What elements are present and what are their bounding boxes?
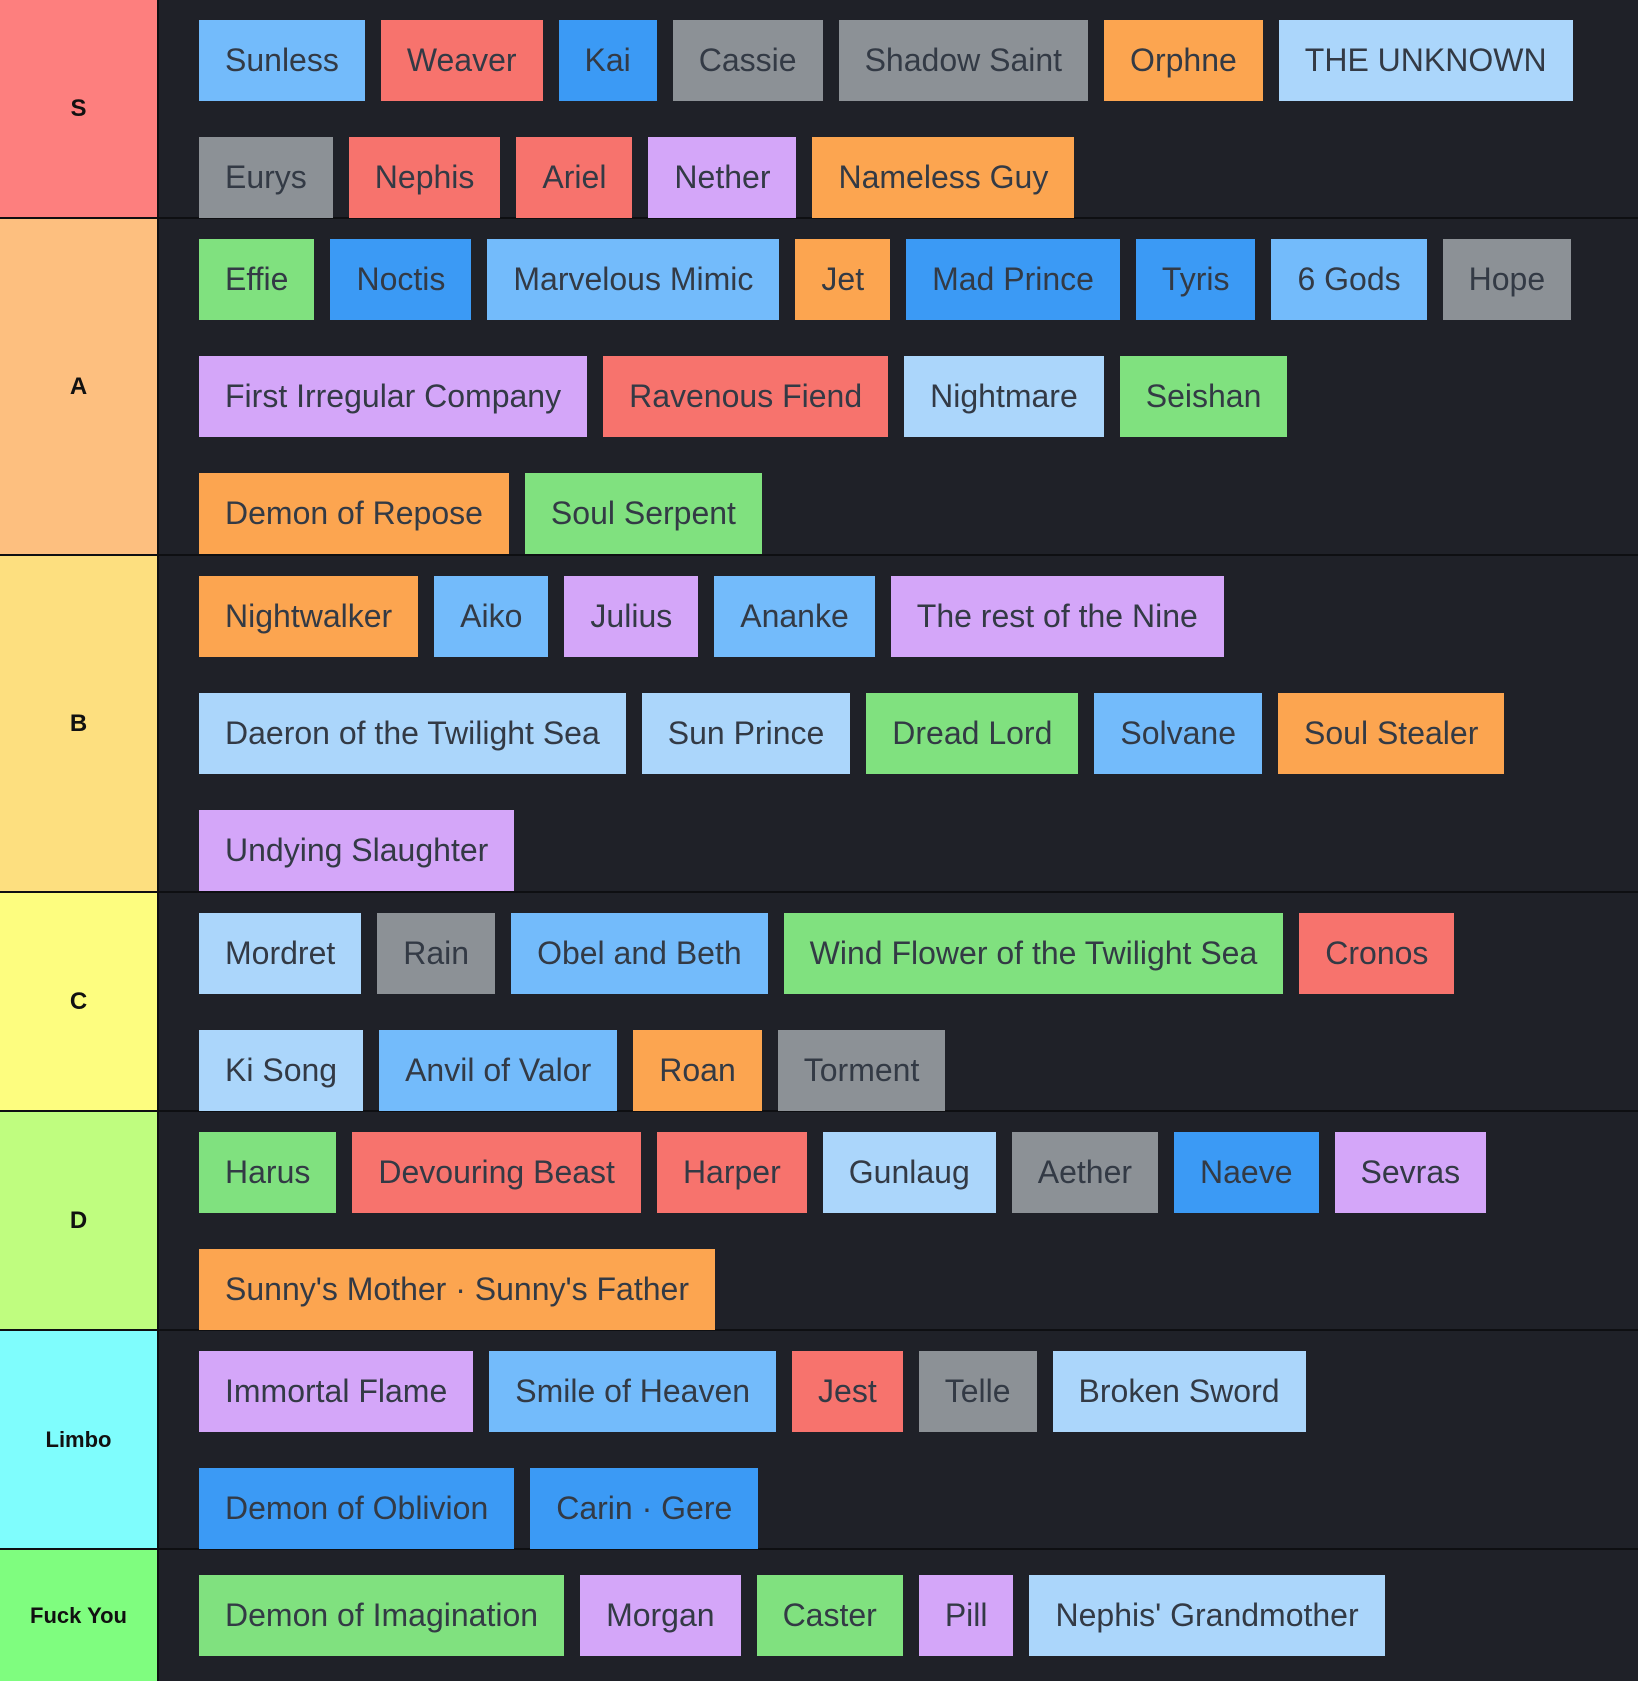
tier-item-demon-of-repose[interactable]: Demon of Repose [199, 473, 509, 554]
tier-item-noctis[interactable]: Noctis [330, 239, 472, 320]
tier-item-first-irregular-company[interactable]: First Irregular Company [199, 356, 588, 437]
tier-item-dread-lord[interactable]: Dread Lord [866, 693, 1079, 774]
tier-item-immortal-flame[interactable]: Immortal Flame [199, 1351, 474, 1432]
tier-item-harper[interactable]: Harper [656, 1132, 807, 1213]
tier-item-soul-stealer[interactable]: Soul Stealer [1278, 693, 1505, 774]
tier-item-kai[interactable]: Kai [558, 20, 657, 101]
tier-item-roan[interactable]: Roan [633, 1030, 762, 1111]
tier-item-hope[interactable]: Hope [1442, 239, 1572, 320]
tier-item-the-unknown[interactable]: THE UNKNOWN [1278, 20, 1573, 101]
tier-label[interactable]: A [0, 219, 159, 554]
tier-row-a: A Effie Noctis Marvelous Mimic Jet Mad Prince… [0, 219, 1638, 556]
tier-item-nameless-guy[interactable]: Nameless Guy [812, 137, 1075, 218]
tier-item-rain[interactable]: Rain [377, 913, 496, 994]
tier-item-broken-sword[interactable]: Broken Sword [1052, 1351, 1306, 1432]
tier-row-s: S Sunless Weaver Kai Cassie Shadow Saint Orphn… [0, 0, 1638, 219]
tier-item-solvane[interactable]: Solvane [1094, 693, 1263, 774]
tier-items-fuck-you: Demon of Imagination Morgan Caster Pill Neph… [159, 1550, 1638, 1681]
tier-item-aether[interactable]: Aether [1011, 1132, 1159, 1213]
tier-item-nether[interactable]: Nether [648, 137, 797, 218]
tier-label[interactable]: C [0, 893, 159, 1110]
tier-row-c: C Mordret Rain Obel and Beth Wind Flower of … [0, 893, 1638, 1112]
tier-item-morgan[interactable]: Morgan [580, 1575, 741, 1656]
tier-item-demon-of-oblivion[interactable]: Demon of Oblivion [199, 1468, 515, 1549]
tier-items-c: Mordret Rain Obel and Beth Wind Flower of t… [159, 893, 1638, 1111]
tier-items-a: Effie Noctis Marvelous Mimic Jet Mad Prince T… [159, 219, 1638, 554]
tier-item-effie[interactable]: Effie [199, 239, 315, 320]
tier-item-nightmare[interactable]: Nightmare [904, 356, 1104, 437]
tier-item-shadow-saint[interactable]: Shadow Saint [838, 20, 1089, 101]
tier-item-nightwalker[interactable]: Nightwalker [199, 576, 419, 657]
tier-items-d: Harus Devouring Beast Harper Gunlaug Aether N… [159, 1112, 1638, 1330]
tier-item-mad-prince[interactable]: Mad Prince [906, 239, 1120, 320]
tier-item-weaver[interactable]: Weaver [380, 20, 543, 101]
tier-item-undying-slaughter[interactable]: Undying Slaughter [199, 810, 515, 891]
tier-row-d: D Harus Devouring Beast Harper Gunlaug Aether… [0, 1112, 1638, 1331]
tier-item-anvil-of-valor[interactable]: Anvil of Valor [379, 1030, 618, 1111]
tier-item-sunny-s-mother-sunny-s-father[interactable]: Sunny's Mother · Sunny's Father [199, 1249, 715, 1330]
tier-item-wind-flower-of-the-twilight-sea[interactable]: Wind Flower of the Twilight Sea [783, 913, 1284, 994]
tier-item-soul-serpent[interactable]: Soul Serpent [524, 473, 762, 554]
tier-item-carin-gere[interactable]: Carin · Gere [530, 1468, 759, 1549]
tier-item-smile-of-heaven[interactable]: Smile of Heaven [489, 1351, 777, 1432]
tier-label[interactable]: Limbo [0, 1331, 159, 1548]
tier-row-limbo: Limbo Immortal Flame Smile of Heaven Jest Te… [0, 1331, 1638, 1550]
tier-item-julius[interactable]: Julius [564, 576, 699, 657]
tier-item-seishan[interactable]: Seishan [1119, 356, 1288, 437]
tier-items-b: Nightwalker Aiko Julius Ananke The rest of t… [159, 556, 1638, 891]
tier-label[interactable]: S [0, 0, 159, 217]
tier-item-devouring-beast[interactable]: Devouring Beast [352, 1132, 641, 1213]
tier-item-demon-of-imagination[interactable]: Demon of Imagination [199, 1575, 565, 1656]
tier-label[interactable]: Fuck You [0, 1550, 159, 1681]
tier-item-obel-and-beth[interactable]: Obel and Beth [511, 913, 768, 994]
tier-item-sunless[interactable]: Sunless [199, 20, 365, 101]
tier-items-s: Sunless Weaver Kai Cassie Shadow Saint Orphne… [159, 0, 1638, 218]
tier-item-cronos[interactable]: Cronos [1299, 913, 1455, 994]
tier-item-orphne[interactable]: Orphne [1104, 20, 1263, 101]
tier-item-nephis-grandmother[interactable]: Nephis' Grandmother [1029, 1575, 1385, 1656]
tier-item-gunlaug[interactable]: Gunlaug [822, 1132, 996, 1213]
tier-item-tyris[interactable]: Tyris [1135, 239, 1256, 320]
tier-item-jest[interactable]: Jest [792, 1351, 903, 1432]
tier-item-nephis[interactable]: Nephis [348, 137, 501, 218]
tier-row-fuck-you: Fuck You Demon of Imagination Morgan Caster… [0, 1550, 1638, 1681]
tier-item-torment[interactable]: Torment [777, 1030, 946, 1111]
tier-item-caster[interactable]: Caster [756, 1575, 903, 1656]
tier-label[interactable]: B [0, 556, 159, 891]
tier-item-6-gods[interactable]: 6 Gods [1271, 239, 1427, 320]
tier-item-cassie[interactable]: Cassie [672, 20, 823, 101]
tier-label[interactable]: D [0, 1112, 159, 1329]
tier-item-daeron-of-the-twilight-sea[interactable]: Daeron of the Twilight Sea [199, 693, 626, 774]
tier-item-aiko[interactable]: Aiko [434, 576, 549, 657]
tier-row-b: B Nightwalker Aiko Julius Ananke The rest of … [0, 556, 1638, 893]
tier-item-the-rest-of-the-nine[interactable]: The rest of the Nine [890, 576, 1224, 657]
tier-item-jet[interactable]: Jet [795, 239, 891, 320]
tier-item-harus[interactable]: Harus [199, 1132, 337, 1213]
tier-items-limbo: Immortal Flame Smile of Heaven Jest Telle Br… [159, 1331, 1638, 1549]
tier-item-ariel[interactable]: Ariel [516, 137, 633, 218]
tier-item-ananke[interactable]: Ananke [714, 576, 875, 657]
tier-item-naeve[interactable]: Naeve [1174, 1132, 1319, 1213]
tier-item-eurys[interactable]: Eurys [199, 137, 333, 218]
tier-item-mordret[interactable]: Mordret [199, 913, 362, 994]
tier-item-marvelous-mimic[interactable]: Marvelous Mimic [487, 239, 780, 320]
tier-item-sevras[interactable]: Sevras [1334, 1132, 1487, 1213]
tier-item-ki-song[interactable]: Ki Song [199, 1030, 364, 1111]
tier-item-pill[interactable]: Pill [918, 1575, 1014, 1656]
tier-item-ravenous-fiend[interactable]: Ravenous Fiend [603, 356, 889, 437]
tier-item-sun-prince[interactable]: Sun Prince [641, 693, 851, 774]
tier-item-telle[interactable]: Telle [918, 1351, 1037, 1432]
